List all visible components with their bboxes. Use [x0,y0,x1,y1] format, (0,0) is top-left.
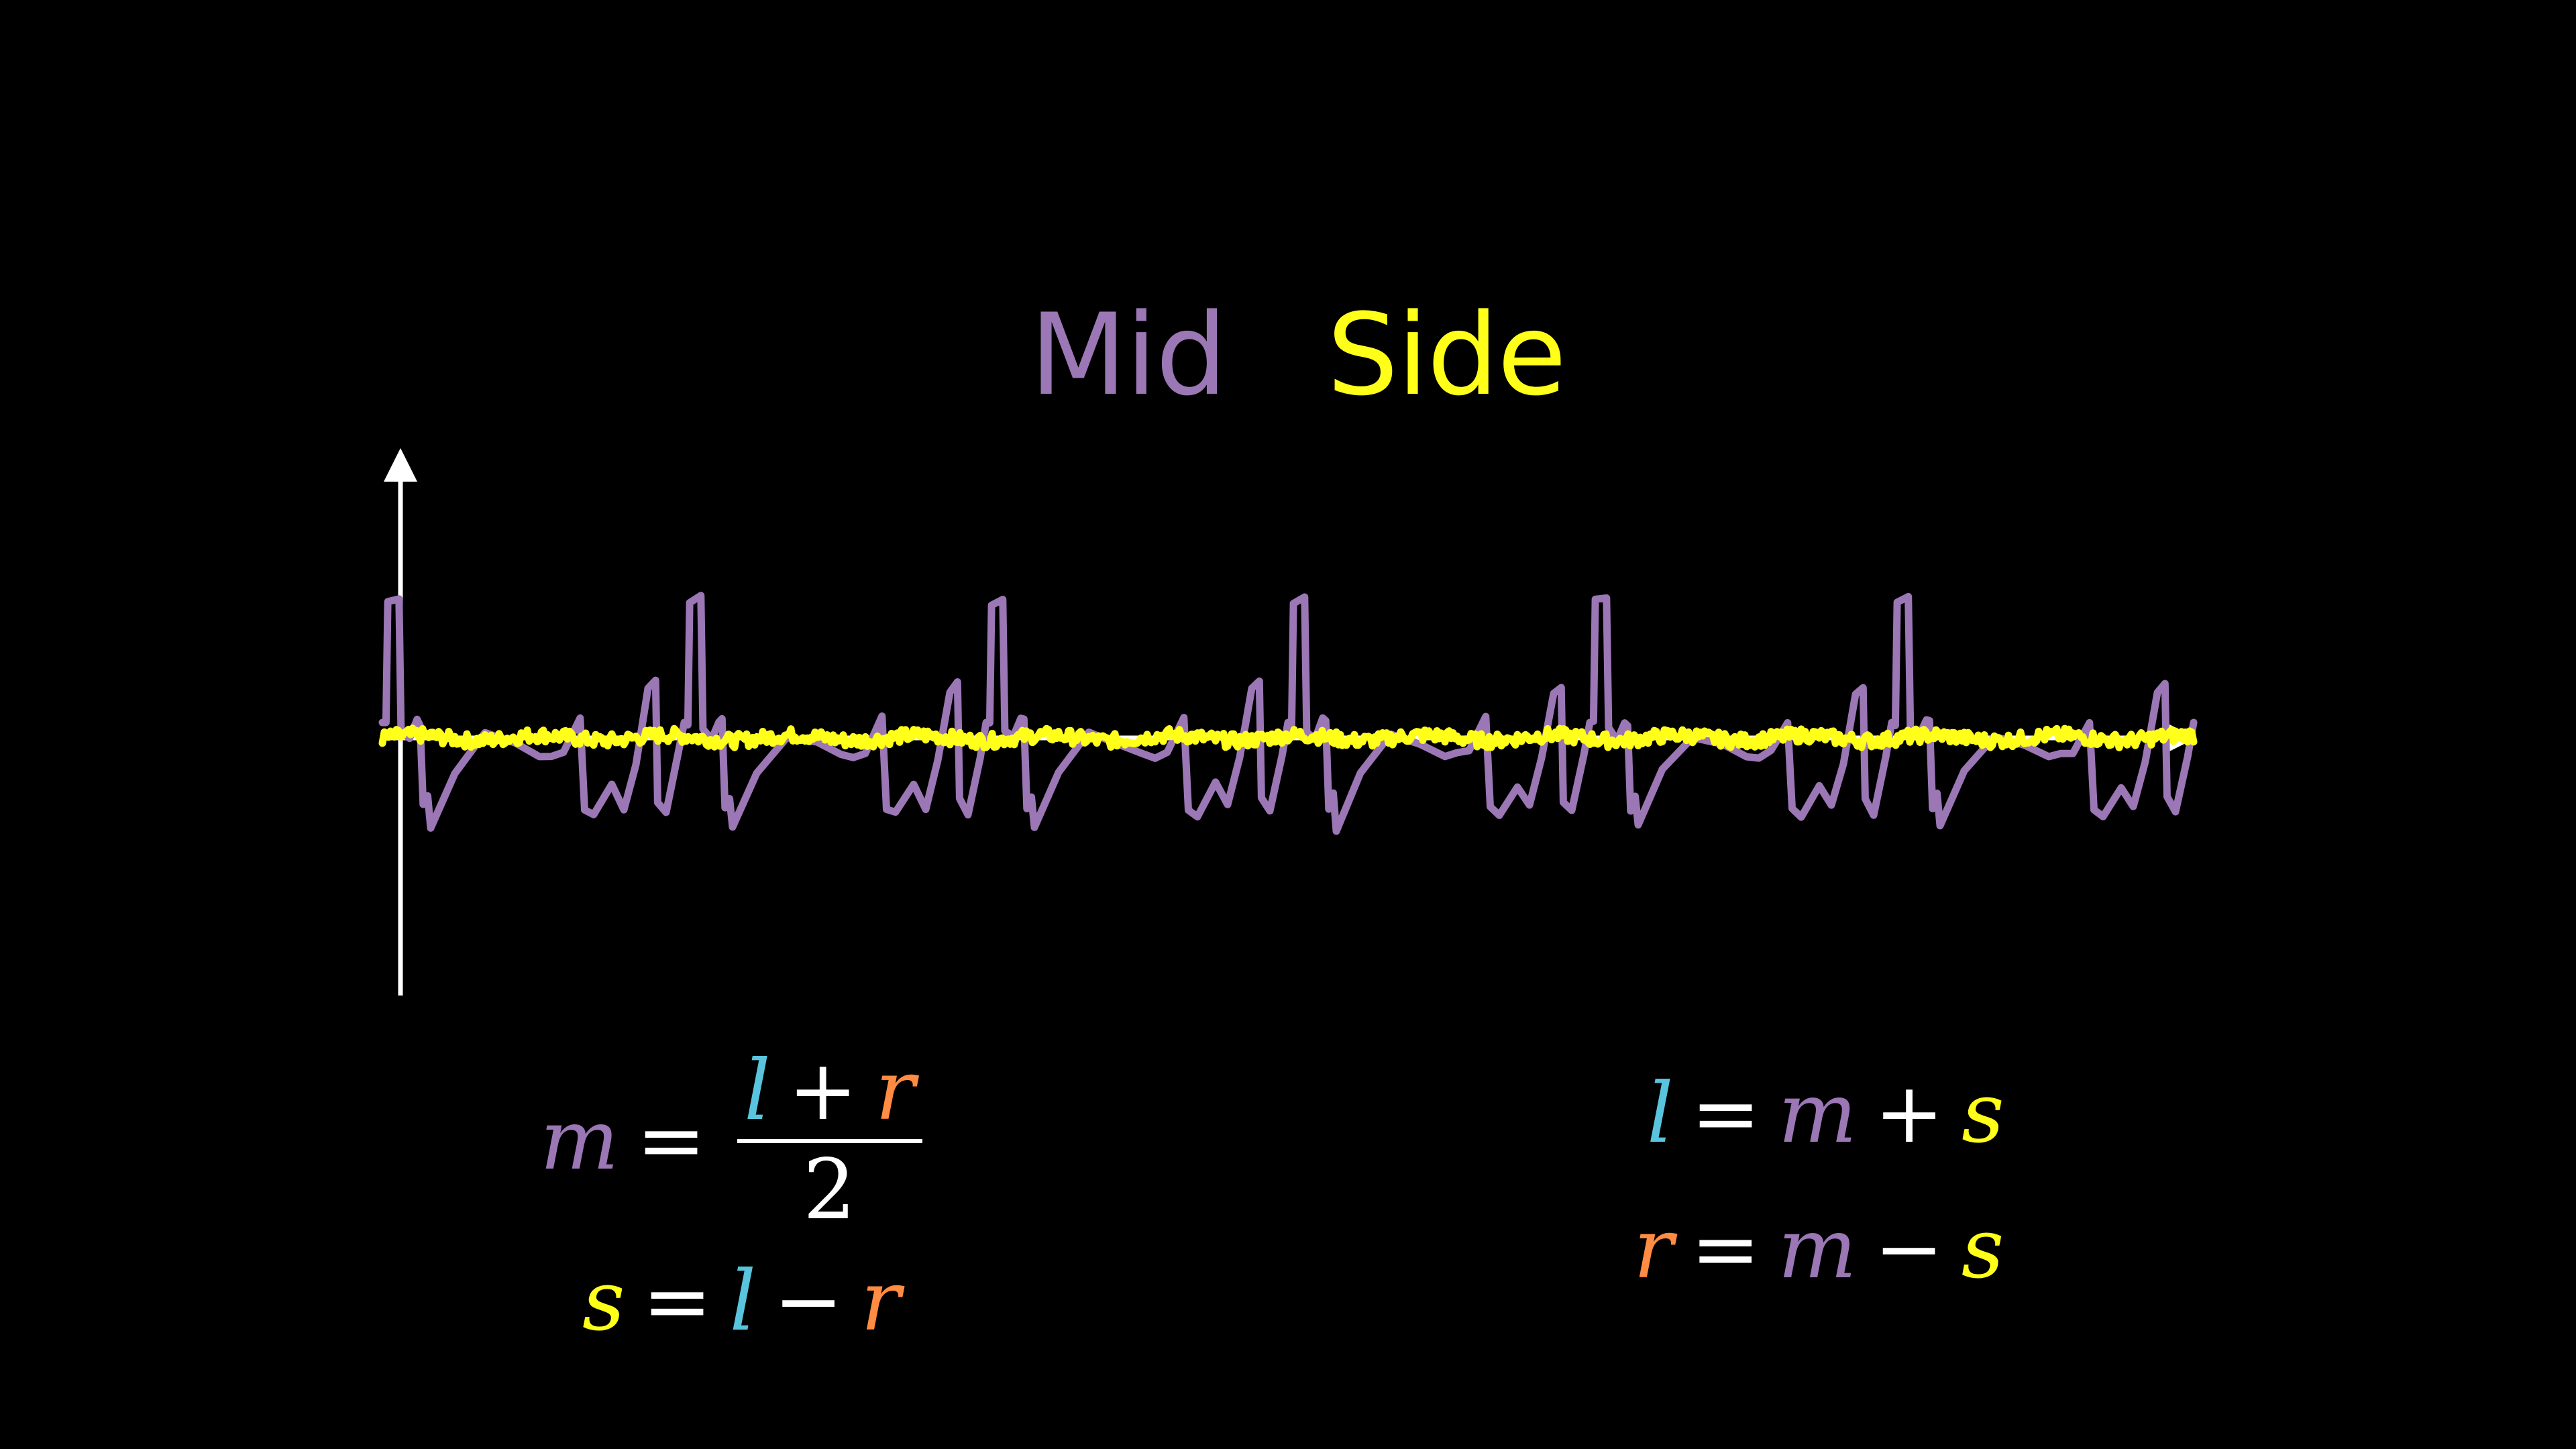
eq-m-fraction-bar [737,1139,922,1143]
legend-side-label: Side [1327,289,1566,421]
mid-definition-equation: m = l + r 2 [540,1049,922,1232]
eq-r-s: s [1961,1201,2004,1297]
eq-l-s: s [1962,1065,2004,1162]
eq-s-r: r [861,1253,901,1350]
eq-m-num-plus: + [788,1042,858,1139]
left-reconstruction-equation: l = m + s [1647,1072,2004,1155]
eq-m-num-r: r [875,1042,915,1139]
side-signal-line [378,724,2198,751]
eq-s-lhs: s [582,1253,625,1350]
eq-m-denominator: 2 [803,1142,856,1238]
eq-m-lhs: m [540,1092,619,1189]
eq-s-l: l [729,1253,757,1350]
eq-l-lhs: l [1647,1065,1674,1162]
eq-m-numerator: l + r [740,1049,919,1139]
side-definition-equation: s = l − r [582,1260,900,1343]
eq-s-minus: − [773,1253,844,1350]
eq-l-m: m [1778,1065,1858,1162]
eq-m-equals: = [636,1092,706,1189]
eq-r-equals: = [1690,1201,1761,1297]
eq-r-lhs: r [1633,1201,1674,1297]
eq-l-equals: = [1690,1065,1761,1162]
y-axis-arrow-icon [384,448,417,482]
eq-s-equals: = [642,1253,712,1350]
eq-l-plus: + [1874,1065,1945,1162]
eq-r-minus: − [1874,1201,1944,1297]
mid-signal-line [378,592,2198,835]
eq-m-num-l: l [744,1042,771,1139]
legend-mid-label: Mid [1030,289,1227,421]
eq-r-m: m [1778,1201,1857,1297]
right-reconstruction-equation: r = m − s [1633,1208,2004,1291]
eq-m-fraction: l + r 2 [737,1049,922,1232]
